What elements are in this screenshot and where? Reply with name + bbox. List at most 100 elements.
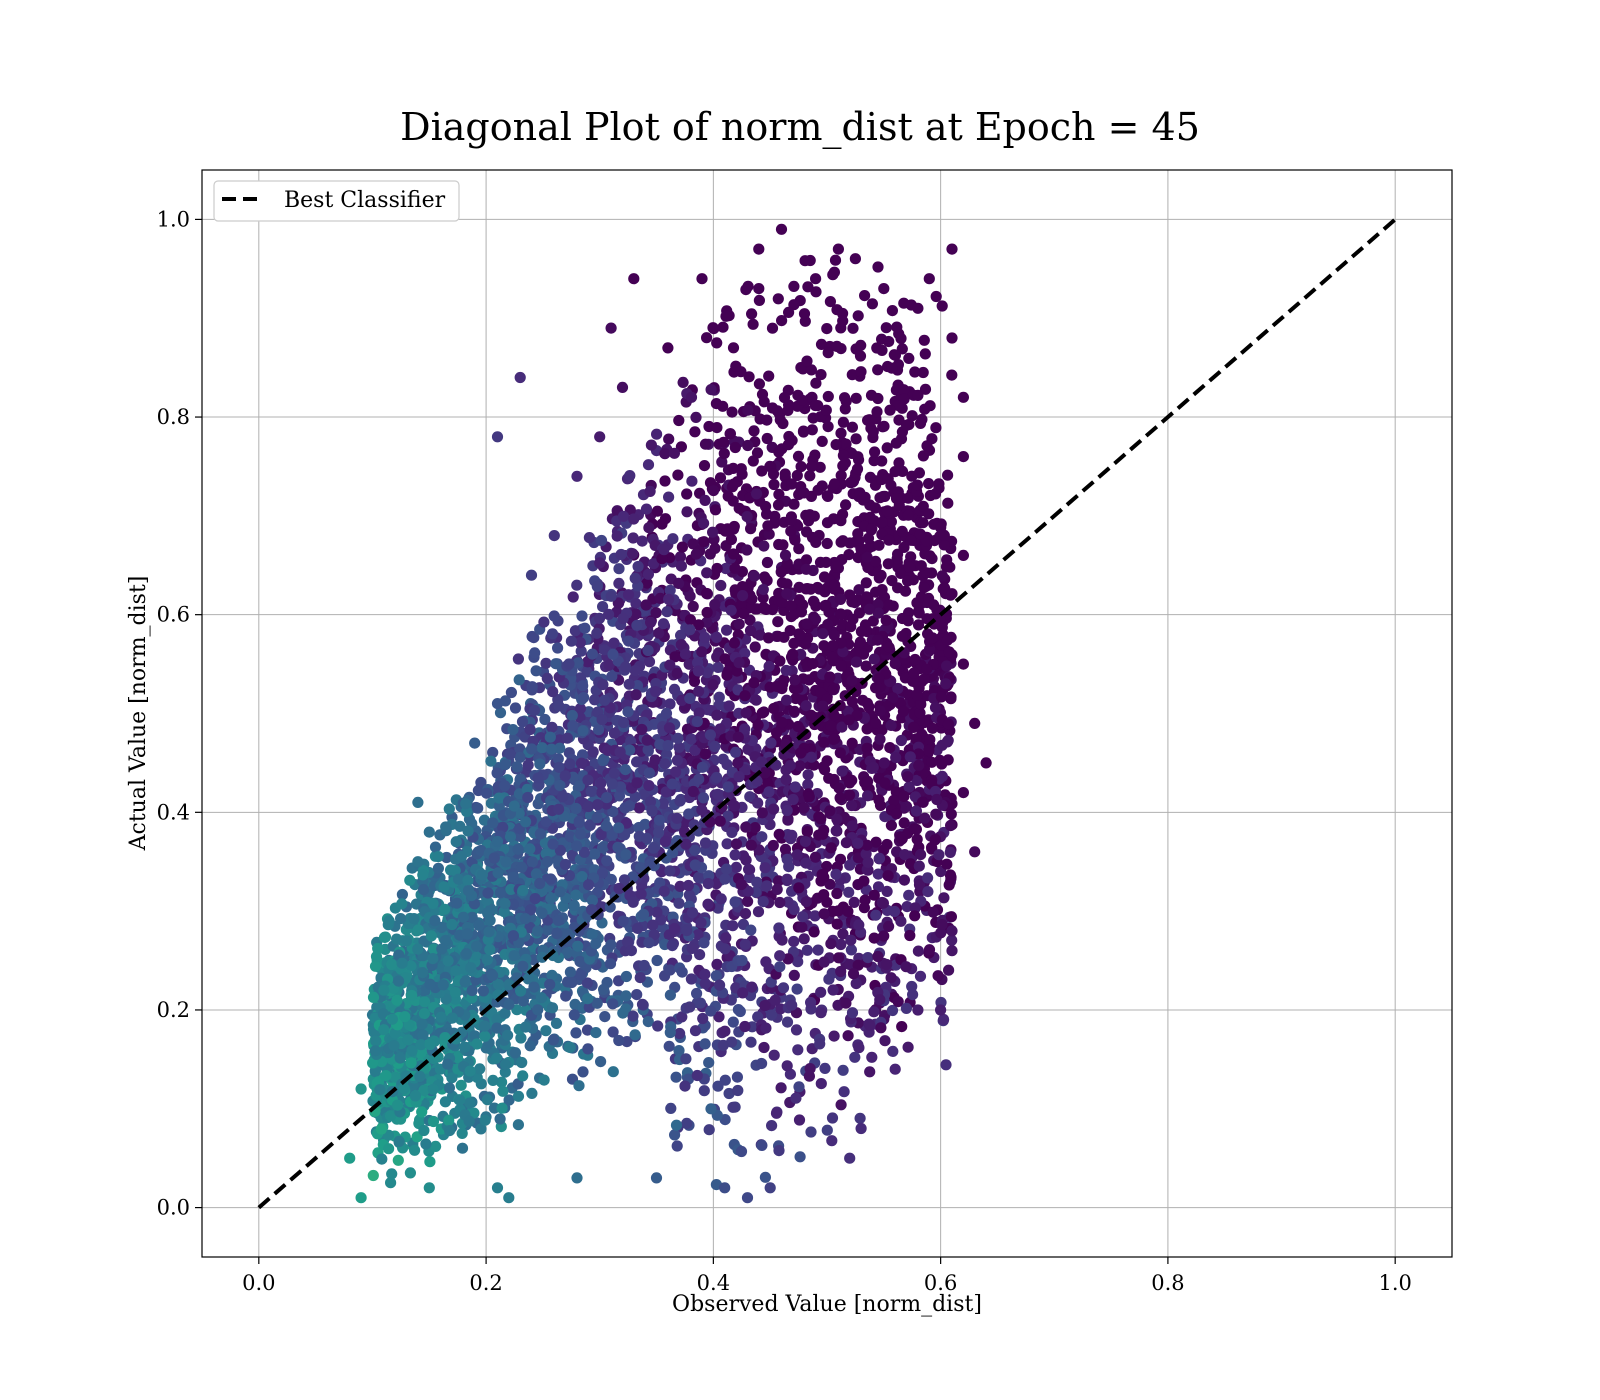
scatter-point [414,1070,426,1083]
scatter-point [756,1057,768,1070]
scatter-point [443,1082,455,1094]
scatter-point [524,1040,536,1052]
scatter-point [670,766,682,778]
scatter-point [617,915,629,927]
scatter-point [791,983,803,995]
scatter-point [788,280,800,292]
scatter-point [684,692,696,705]
scatter-point [449,986,461,998]
scatter-point [730,838,743,850]
scatter-point [919,812,931,824]
scatter-point [879,777,891,789]
scatter-point [496,1102,508,1114]
scatter-point [582,1043,594,1055]
scatter-point [683,658,695,670]
scatter-point [788,705,801,718]
scatter-point [809,399,822,412]
scatter-point [605,939,617,951]
scatter-point [614,746,626,758]
scatter-point [514,751,526,764]
scatter-point [838,1086,850,1098]
scatter-point [576,871,588,883]
scatter-point [758,540,770,552]
scatter-point [795,606,808,618]
scatter-point [653,627,665,639]
scatter-point [539,713,551,726]
scatter-point [847,322,859,334]
scatter-point [843,714,855,726]
scatter-point [618,716,630,729]
scatter-point [538,1074,550,1086]
scatter-point [756,1139,768,1151]
scatter-point [892,996,904,1008]
scatter-point [418,1008,430,1020]
scatter-point [904,929,916,942]
scatter-point [941,858,953,870]
scatter-point [772,499,785,511]
scatter-point [926,632,939,644]
scatter-point [927,906,939,918]
scatter-point [629,1029,641,1041]
scatter-point [747,455,759,467]
scatter-point [746,593,758,605]
scatter-point [532,1004,544,1016]
scatter-point [598,644,610,656]
scatter-point [507,724,519,736]
scatter-point [926,756,938,768]
scatter-point [768,478,780,491]
scatter-point [854,1112,866,1124]
scatter-point [603,608,615,621]
scatter-point [782,439,795,451]
scatter-point [796,394,808,406]
scatter-point [896,1021,908,1033]
scatter-point [589,694,601,706]
scatter-point [919,383,932,395]
scatter-point [757,583,769,596]
scatter-point [781,1016,794,1028]
scatter-point [721,863,733,875]
scatter-point [781,578,793,590]
scatter-point [630,598,642,610]
scatter-point [551,928,563,940]
scatter-point [876,344,888,356]
scatter-point [921,663,933,675]
scatter-point [868,932,880,944]
scatter-point [827,984,839,996]
scatter-point [938,539,950,551]
scatter-point [671,812,683,824]
scatter-point [696,646,708,658]
scatter-point [829,254,842,266]
scatter-point [872,599,884,611]
scatter-point [386,1168,398,1180]
scatter-point [499,1007,511,1019]
scatter-point [698,517,710,529]
scatter-point [529,647,541,659]
scatter-point [756,465,768,477]
scatter-point [477,985,489,997]
scatter-point [872,950,884,963]
scatter-point [581,1024,594,1036]
scatter-point [405,960,417,972]
scatter-point [759,862,771,874]
scatter-point [674,551,687,563]
scatter-point [938,582,951,594]
scatter-point [890,437,902,449]
scatter-point [462,825,474,837]
scatter-point [906,980,918,993]
scatter-point [917,366,929,379]
scatter-point [659,835,672,848]
scatter-point [545,873,557,885]
scatter-point [880,614,892,626]
scatter-point [686,475,698,487]
scatter-point [729,441,741,454]
scatter-point [456,1142,469,1154]
scatter-point [941,554,953,566]
scatter-point [817,828,829,840]
scatter-point [801,526,813,538]
scatter-point [840,837,853,849]
scatter-point [753,294,766,306]
scatter-point [913,759,925,772]
scatter-point [579,622,591,634]
scatter-point [732,1084,744,1097]
scatter-point [792,956,804,968]
